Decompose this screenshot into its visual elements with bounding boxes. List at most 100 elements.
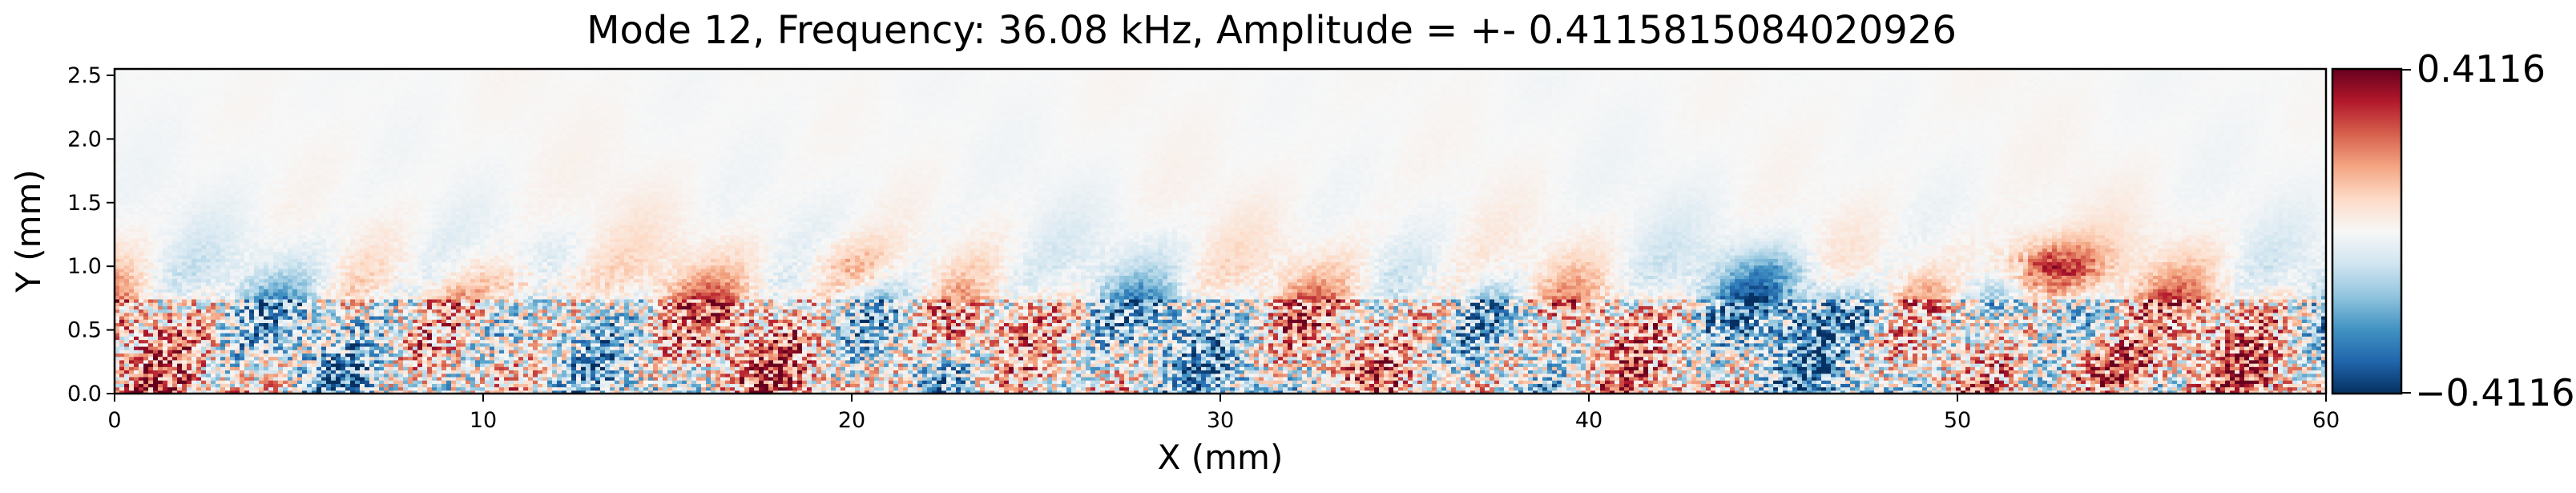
heat-cell	[735, 387, 740, 391]
heat-cell	[389, 374, 394, 378]
heat-cell	[119, 366, 125, 370]
heat-cell	[1244, 374, 1250, 378]
heat-cell	[196, 366, 202, 370]
heat-cell	[268, 374, 274, 378]
heat-cell	[802, 383, 808, 387]
heat-cell	[461, 387, 466, 391]
heat-cell	[1956, 380, 1961, 384]
heat-cell	[350, 370, 356, 374]
heat-cell	[720, 377, 726, 381]
heat-cell	[466, 363, 471, 367]
heat-cell	[2038, 377, 2043, 381]
heat-cell	[1211, 374, 1216, 378]
heat-cell	[254, 370, 260, 374]
heat-cell	[316, 370, 322, 374]
heat-cell	[1047, 380, 1053, 384]
heat-cell	[2187, 380, 2192, 384]
heat-cell	[2177, 380, 2183, 384]
heat-cell	[1134, 387, 1139, 391]
heat-cell	[2235, 370, 2240, 374]
heat-cell	[1783, 370, 1788, 374]
heat-cell	[677, 377, 683, 381]
heat-cell	[1413, 383, 1418, 387]
heat-cell	[1879, 387, 1885, 391]
heat-cell	[211, 366, 216, 370]
heat-cell	[1792, 374, 1798, 378]
heat-cell	[1384, 377, 1389, 381]
heat-cell	[927, 387, 933, 391]
heat-cell	[682, 380, 687, 384]
heat-cell	[1292, 370, 1298, 374]
heat-cell	[1490, 366, 1495, 370]
heat-cell	[1076, 366, 1082, 370]
heat-cell	[1350, 380, 1356, 384]
heat-cell	[345, 363, 351, 367]
heat-cell	[216, 370, 221, 374]
heat-cell	[1533, 377, 1538, 381]
heat-cell	[1605, 380, 1611, 384]
heat-cell	[244, 363, 250, 367]
heat-cell	[1297, 366, 1303, 370]
heat-cell	[2307, 387, 2312, 391]
heat-cell	[1542, 377, 1548, 381]
heat-cell	[619, 387, 625, 391]
heat-cell	[1095, 377, 1101, 381]
heat-cell	[999, 377, 1005, 381]
heat-cell	[1749, 380, 1755, 384]
heat-cell	[1105, 380, 1111, 384]
heat-cell	[1100, 366, 1106, 370]
heat-cell	[970, 370, 976, 374]
heat-cell	[1244, 383, 1250, 387]
heat-cell	[2249, 374, 2255, 378]
heat-cell	[1788, 380, 1793, 384]
heat-cell	[850, 374, 856, 378]
heat-cell	[446, 377, 452, 381]
heat-cell	[557, 380, 562, 384]
heat-cell	[600, 370, 606, 374]
heat-cell	[1629, 383, 1635, 387]
heat-cell	[1033, 387, 1038, 391]
heat-cell	[1715, 374, 1721, 378]
heat-cell	[576, 370, 582, 374]
heat-cell	[403, 366, 409, 370]
heat-cell	[1643, 387, 1649, 391]
heat-cell	[2230, 380, 2235, 384]
heat-cell	[2201, 387, 2207, 391]
heat-cell	[1307, 387, 1312, 391]
heat-cell	[2095, 377, 2101, 381]
heat-cell	[1316, 374, 1322, 378]
heat-cell	[177, 366, 183, 370]
heat-cell	[523, 387, 529, 391]
heat-cell	[855, 383, 861, 387]
heat-cell	[2167, 387, 2173, 391]
heat-cell	[1970, 383, 1976, 387]
heat-cell	[1437, 380, 1442, 384]
heat-cell	[1057, 383, 1062, 387]
heat-cell	[437, 380, 442, 384]
heat-cell	[1634, 387, 1639, 391]
heat-cell	[970, 366, 976, 370]
heat-cell	[1331, 377, 1336, 381]
heat-cell	[1249, 377, 1255, 381]
heat-cell	[730, 380, 736, 384]
heat-cell	[562, 366, 567, 370]
heat-cell	[341, 374, 346, 378]
heat-cell	[1393, 374, 1399, 378]
heat-cell	[1788, 366, 1793, 370]
heat-cell	[552, 363, 558, 367]
heat-cell	[1187, 370, 1192, 374]
heat-cell	[1615, 370, 1620, 374]
heat-cell	[235, 374, 240, 378]
heat-cell	[1740, 374, 1745, 378]
heat-cell	[672, 387, 678, 391]
heat-cell	[1264, 370, 1269, 374]
heat-cell	[1350, 377, 1356, 381]
heat-cell	[2143, 380, 2149, 384]
heat-cell	[470, 366, 476, 370]
heat-cell	[1206, 380, 1211, 384]
heat-cell	[393, 387, 399, 391]
heat-cell	[321, 380, 327, 384]
heat-cell	[441, 366, 447, 370]
heat-cell	[1235, 380, 1240, 384]
heat-cell	[1566, 387, 1572, 391]
